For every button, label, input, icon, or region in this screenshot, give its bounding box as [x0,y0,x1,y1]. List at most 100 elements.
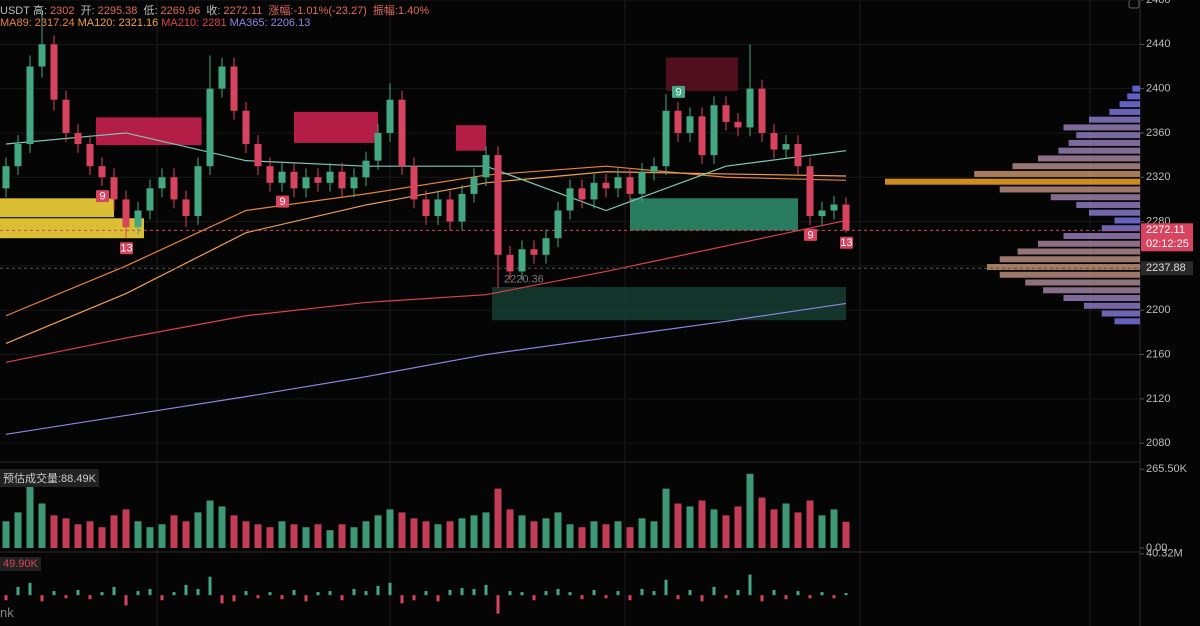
ma-line [5,132,847,212]
oscillator-bar [676,595,680,600]
y-tick-label: 2400 [1146,83,1170,95]
volume-title: 预估成交量:88.49K [0,469,99,487]
y-tick-label: 265.50K [1146,463,1188,475]
oscillator-bar [772,590,776,596]
oscillator-bar [508,591,512,596]
oscillator-bar [316,592,320,596]
profile-bar [1101,310,1140,317]
settings-icon[interactable] [1128,0,1140,9]
volume-bar [554,512,562,548]
oscillator-bar [484,584,488,596]
zone [96,117,202,146]
oscillator-bar [388,582,392,596]
candle-body [122,199,130,228]
volume-bar [842,521,850,548]
zone [294,111,378,143]
volume-bar [26,469,34,548]
volume-bar [206,500,214,548]
candle-body [650,166,658,172]
oscillator-bar [280,595,284,600]
candle-body [758,88,766,133]
candle-body [626,177,634,194]
profile-bar [1043,287,1140,294]
ohlc-header: USDT 高: 2302 开: 2295.38 低: 2269.96 收: 2272.11… [0,2,432,18]
count-label: 9 [807,229,813,241]
volume-bar [674,503,682,548]
countdown: 02:12:25 [1146,238,1189,250]
candle-body [638,171,646,194]
volume-bar [290,524,298,548]
oscillator-bar [292,590,296,596]
level-label: 2237.88 [1146,262,1186,274]
oscillator-bar [160,595,164,601]
candle-body [98,166,106,178]
volume-bar [326,530,334,548]
candle-body [86,144,94,167]
count-label: 13 [840,237,852,249]
y-tick-label: 2360 [1146,127,1170,139]
oscillator-bar [220,595,224,604]
volume-bar [170,515,178,548]
candle-body [374,132,382,161]
symbol: USDT [0,5,30,17]
volume-bar [602,524,610,548]
volume-bar [254,524,262,548]
oscillator-bar [100,592,104,596]
oscillator-bar [472,589,476,596]
oscillator-bar [520,592,524,596]
volume-bar [314,524,322,548]
candle-body [26,66,34,145]
profile-bar [1114,318,1140,325]
volume-bar [626,527,634,548]
oscillator-bar [652,591,656,596]
candle-body [518,249,526,272]
oscillator-bar [664,579,668,596]
volume-bar [446,521,454,548]
candle-body [506,254,514,272]
volume-bar [122,509,130,548]
volume-bar [506,509,514,548]
change: 涨幅:-1.01%(-23.27) [268,5,367,17]
candle-body [458,193,466,222]
volume-bar [830,509,838,548]
volume-bar [818,515,826,548]
volume-bar [386,509,394,548]
y-tick-label: 2440 [1146,38,1170,50]
volume-bar [338,524,346,548]
candle-body [182,199,190,217]
candle-body [422,199,430,217]
profile-bar [974,170,1140,177]
candle-body [806,166,814,217]
last-price-label: 2272.11 [1146,224,1185,236]
volume-bar [14,512,22,548]
volume-bar [230,515,238,548]
oscillator-bar [64,595,68,599]
profile-bar [1109,108,1140,115]
candle-body [134,210,142,228]
oscillator-bar [184,584,188,596]
candle-body [410,166,418,200]
candle-body [194,166,202,217]
volume-bar [350,527,358,548]
profile-bar [987,264,1140,271]
ma-value: 2321.16 [118,17,159,29]
volume-bar [482,512,490,548]
oscillator-bar [76,590,80,596]
volume-bar [50,515,58,548]
oscillator-bar [88,595,92,600]
candle-body [542,238,550,255]
candle-body [314,177,322,183]
candle-body [842,204,850,231]
candle-body [494,155,502,255]
ma-line [5,165,847,317]
count-label: 9 [279,196,285,208]
ma-header: MA89: 2317.24 MA120: 2321.16 MA210: 2281 MA365… [0,17,313,29]
candle-body [446,199,454,222]
profile-bar [1017,248,1140,255]
candle-body [386,99,394,133]
oscillator-bar [712,586,716,596]
oscillator-bar [52,591,56,596]
volume-bar [722,515,730,548]
